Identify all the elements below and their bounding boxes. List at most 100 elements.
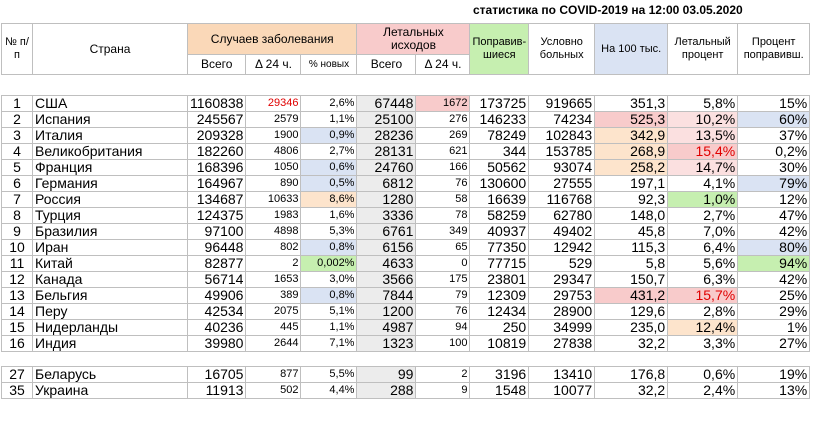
cell-newp: 5,3% [300, 223, 358, 240]
cell-dd24: 166 [415, 159, 471, 176]
cell-deaths: 1323 [356, 335, 417, 352]
cell-total: 124375 [186, 207, 247, 224]
cell-total: 82877 [186, 255, 247, 272]
cell-per100k: 235,0 [594, 319, 669, 336]
cell-sick: 27555 [528, 175, 596, 192]
cell-n: 13 [1, 287, 33, 304]
table-row: 4 Великобритания 182260 4806 2,7% 28131 621 344… [1, 143, 811, 160]
cell-n: 6 [1, 175, 33, 192]
cell-rec: 3196 [469, 366, 530, 383]
cell-dd24: 58 [415, 191, 471, 208]
cell-dd24: 78 [415, 207, 471, 224]
cell-per100k: 129,6 [594, 303, 669, 320]
cell-d24: 1653 [245, 271, 302, 288]
cell-rec: 78249 [469, 127, 530, 144]
cell-newp: 5,1% [300, 303, 358, 320]
page-title: статистика по COVID-2019 на 12:00 03.05.… [473, 3, 743, 17]
cell-per100k: 150,7 [594, 271, 669, 288]
cell-lethal: 15,7% [667, 287, 739, 304]
cell-country: Нидерланды [32, 319, 188, 336]
cell-total: 16705 [186, 366, 247, 383]
table-row: 27 Беларусь 16705 877 5,5% 99 2 3196 13410 176,8 0… [1, 366, 811, 383]
cell-country: Турция [32, 207, 188, 224]
cell-d24: 2 [245, 255, 302, 272]
cell-dd24: 621 [415, 143, 471, 160]
cell-dd24: 79 [415, 287, 471, 304]
cell-country: Индия [32, 335, 188, 352]
cell-n: 27 [1, 366, 33, 383]
cell-sick: 34999 [528, 319, 596, 336]
cell-per100k: 92,3 [594, 191, 669, 208]
cell-rec: 344 [469, 143, 530, 160]
cell-newp: 0,002% [300, 255, 358, 272]
cell-deaths: 3566 [356, 271, 417, 288]
cell-per100k: 32,2 [594, 335, 669, 352]
cell-sick: 29347 [528, 271, 596, 288]
cell-dd24: 0 [415, 255, 471, 272]
cell-total: 56714 [186, 271, 247, 288]
cell-sick: 29753 [528, 287, 596, 304]
cell-dd24: 76 [415, 175, 471, 192]
cell-per100k: 45,8 [594, 223, 669, 240]
header-num: № п/п [1, 23, 33, 75]
header-deaths-total: Всего [356, 54, 417, 75]
cell-per100k: 431,2 [594, 287, 669, 304]
cell-total: 11913 [186, 382, 247, 399]
cell-rec: 77715 [469, 255, 530, 272]
cell-n: 10 [1, 239, 33, 256]
cell-dd24: 349 [415, 223, 471, 240]
cell-recp: 27% [737, 335, 811, 352]
cell-deaths: 28236 [356, 127, 417, 144]
header-country: Страна [32, 23, 188, 75]
cell-total: 164967 [186, 175, 247, 192]
cell-total: 97100 [186, 223, 247, 240]
cell-deaths: 24760 [356, 159, 417, 176]
table-row: 15 Нидерланды 40236 445 1,1% 4987 94 250 34999 23… [1, 319, 811, 336]
cell-d24: 2075 [245, 303, 302, 320]
table-row: 14 Перу 42534 2075 5,1% 1200 76 12434 28900 129,6… [1, 303, 811, 320]
cell-newp: 7,1% [300, 335, 358, 352]
cell-dd24: 269 [415, 127, 471, 144]
header-recovered-pct: Процент поправивш. [737, 23, 811, 75]
cell-total: 96448 [186, 239, 247, 256]
cell-recp: 0,2% [737, 143, 811, 160]
cell-recp: 42% [737, 271, 811, 288]
cell-n: 3 [1, 127, 33, 144]
header-sick: Условно больных [528, 23, 596, 75]
cell-lethal: 6,4% [667, 239, 739, 256]
header-cases-new-pct: % новых [300, 54, 358, 75]
cell-d24: 502 [245, 382, 302, 399]
cell-d24: 4898 [245, 223, 302, 240]
cell-d24: 29346 [245, 95, 302, 112]
cell-sick: 27838 [528, 335, 596, 352]
cell-dd24: 76 [415, 303, 471, 320]
cell-per100k: 342,9 [594, 127, 669, 144]
cell-deaths: 3336 [356, 207, 417, 224]
cell-recp: 29% [737, 303, 811, 320]
cell-newp: 2,6% [300, 95, 358, 112]
cell-n: 15 [1, 319, 33, 336]
cell-country: Германия [32, 175, 188, 192]
cell-newp: 1,1% [300, 111, 358, 128]
cell-rec: 250 [469, 319, 530, 336]
cell-recp: 15% [737, 95, 811, 112]
cell-lethal: 10,2% [667, 111, 739, 128]
cell-newp: 5,5% [300, 366, 358, 383]
cell-n: 4 [1, 143, 33, 160]
cell-dd24: 65 [415, 239, 471, 256]
cell-deaths: 288 [356, 382, 417, 399]
cell-n: 8 [1, 207, 33, 224]
cell-d24: 1900 [245, 127, 302, 144]
table-row: 9 Бразилия 97100 4898 5,3% 6761 349 40937 49402 4… [1, 223, 811, 240]
cell-recp: 1% [737, 319, 811, 336]
cell-total: 182260 [186, 143, 247, 160]
cell-d24: 445 [245, 319, 302, 336]
cell-lethal: 5,8% [667, 95, 739, 112]
cell-newp: 0,8% [300, 239, 358, 256]
cell-n: 9 [1, 223, 33, 240]
cell-d24: 802 [245, 239, 302, 256]
cell-n: 35 [1, 382, 33, 399]
cell-per100k: 351,3 [594, 95, 669, 112]
cell-per100k: 148,0 [594, 207, 669, 224]
cell-rec: 146233 [469, 111, 530, 128]
